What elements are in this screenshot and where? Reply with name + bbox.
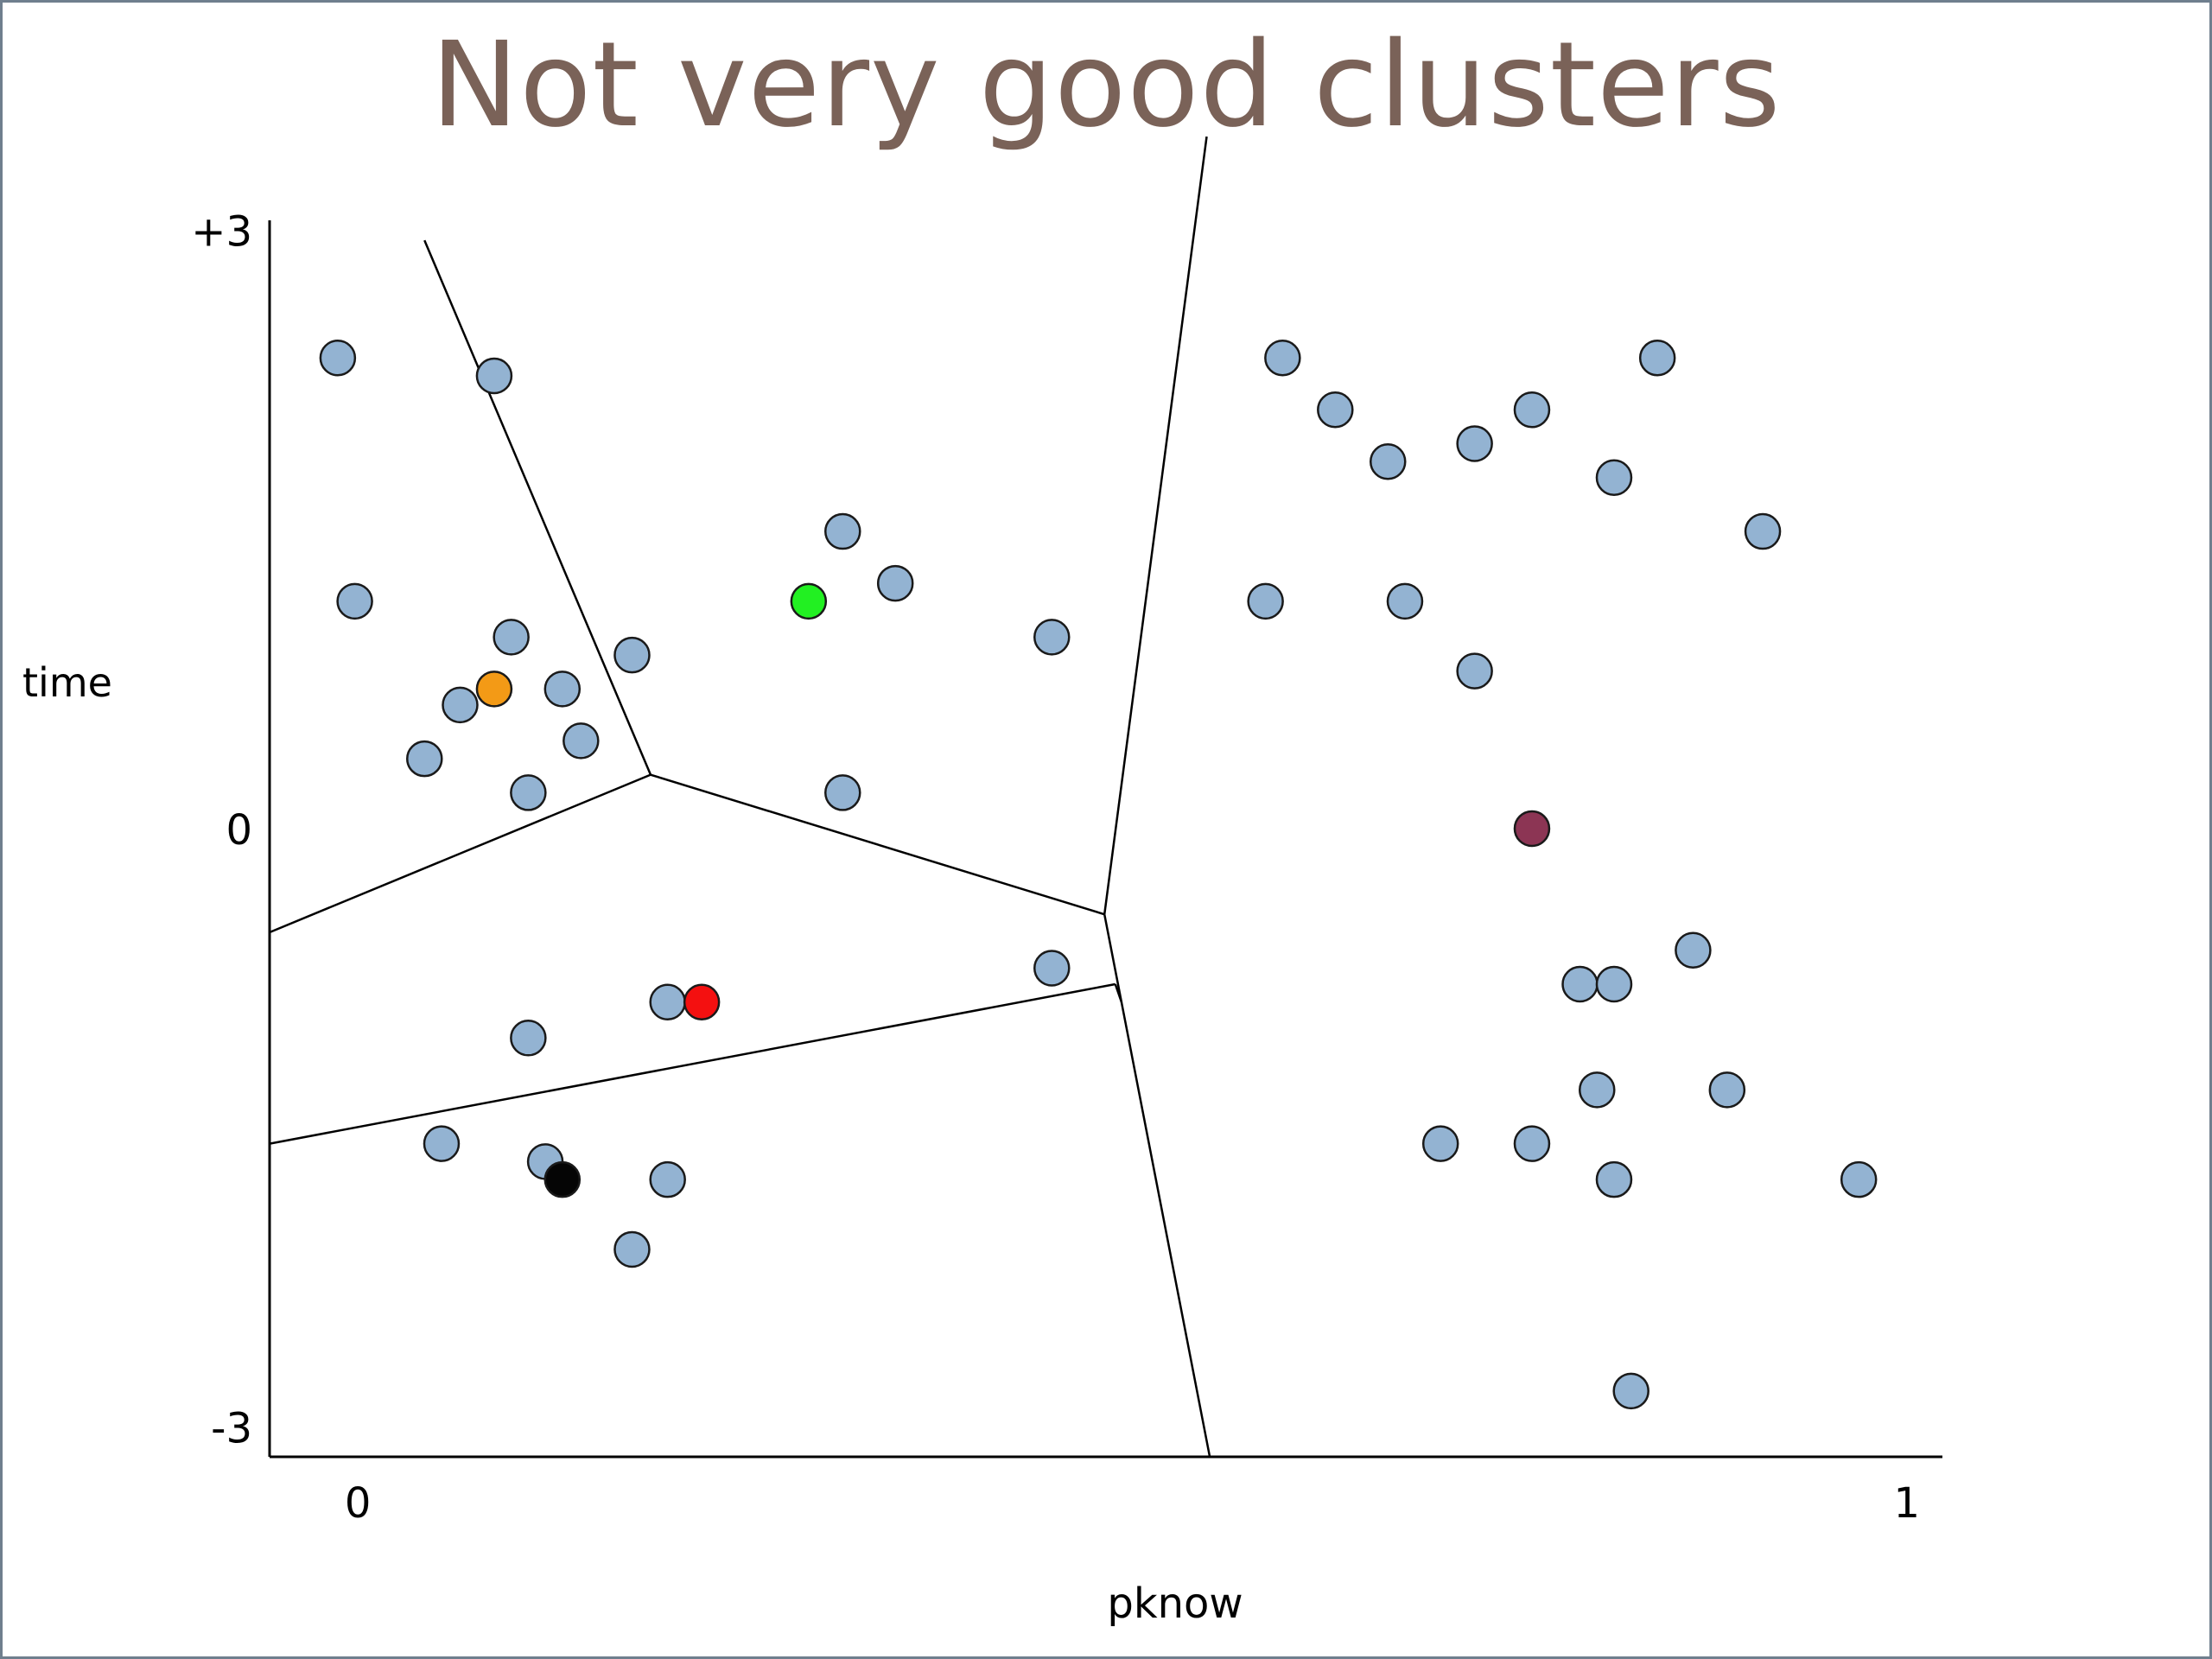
data-point [1675,931,1712,969]
y-tick-label: 0 [226,806,252,855]
data-point [1513,1125,1551,1162]
data-point [876,564,914,602]
y-axis-label: time [22,659,112,706]
cluster-boundaries [269,136,1211,1458]
data-point [543,671,582,708]
y-tick-label: +3 [191,208,252,257]
centroid-point [790,582,828,620]
data-point [510,1020,547,1057]
axes [268,220,1942,1459]
data-point [1513,391,1551,429]
data-point [649,1160,686,1198]
data-point [613,636,651,674]
data-point [1595,1160,1633,1198]
data-point [510,774,547,811]
data-point [1840,1160,1878,1198]
boundary-line-1 [423,239,652,776]
centroid-point [683,983,721,1021]
data-point [563,722,600,760]
data-point [1456,425,1493,462]
data-point [1744,512,1782,550]
data-point [1033,950,1071,987]
data-point [1612,1372,1649,1410]
boundary-line-2 [269,773,652,934]
data-point [824,512,861,550]
data-point [493,619,530,656]
data-point [1033,619,1071,656]
data-point [613,1230,651,1268]
data-point [1421,1125,1459,1162]
data-points [319,340,1878,1410]
y-tick-labels: +3 0 -3 [191,208,252,1453]
data-point [475,357,513,395]
y-tick-label: -3 [211,1404,252,1452]
boundary-line-3 [650,773,1105,916]
data-point [336,582,373,620]
boundary-line-4 [1103,136,1208,915]
data-point [1317,391,1354,429]
boundary-line-7 [1103,913,1211,1458]
data-point [1561,965,1599,1003]
data-point [319,340,357,377]
x-axis-label: pknow [1107,1580,1243,1628]
data-point [1595,459,1633,496]
data-point [1386,582,1424,620]
page-title: Not very good clusters [430,17,1782,154]
data-point [1264,340,1301,377]
data-point [1370,443,1407,480]
data-point [1456,652,1493,690]
data-point [1247,582,1284,620]
x-tick-label: 0 [345,1479,372,1528]
boundary-line-5 [269,982,1116,1145]
data-point [442,686,479,724]
centroid-point [543,1160,582,1198]
data-point [824,774,861,811]
data-point [1708,1071,1746,1109]
data-point [649,983,686,1021]
data-point [1595,965,1633,1003]
data-point [406,740,443,778]
x-tick-label: 1 [1893,1479,1920,1528]
data-point [423,1125,461,1162]
data-point [1579,1071,1616,1109]
data-point [1638,340,1676,377]
centroid-point [1513,810,1551,848]
cluster-centroids [475,582,1551,1198]
centroid-point [475,671,513,708]
